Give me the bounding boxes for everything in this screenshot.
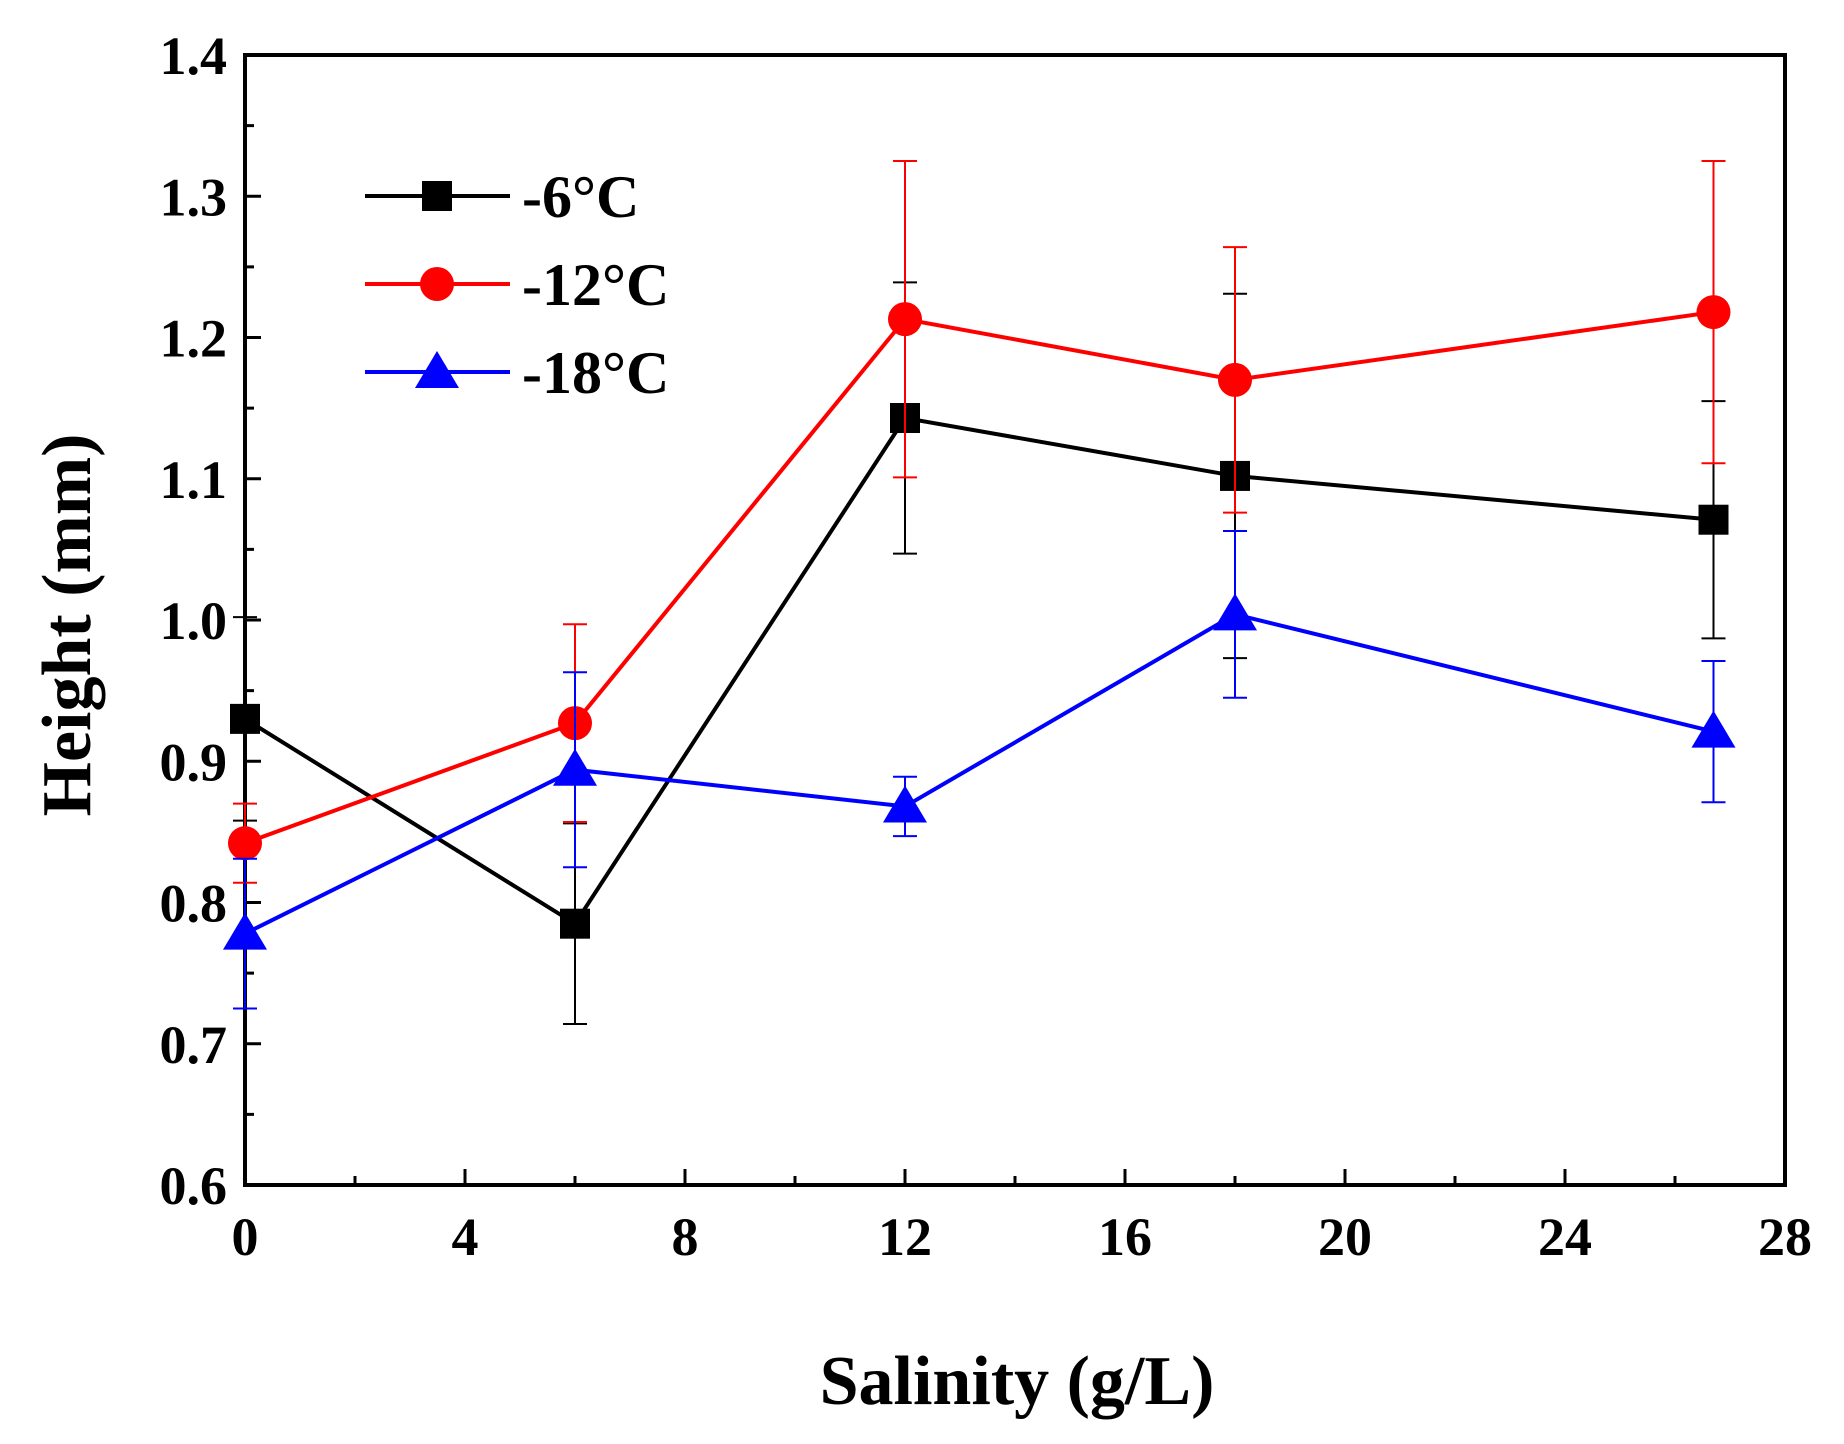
y-tick-label: 1.2 (160, 309, 228, 369)
legend-label: -12°C (522, 252, 669, 318)
legend-marker (422, 181, 452, 211)
y-tick-label: 1.3 (160, 167, 228, 227)
x-tick-label: 12 (878, 1207, 932, 1267)
data-point (228, 826, 262, 861)
x-tick-label: 0 (232, 1207, 259, 1267)
series-3 (223, 530, 1736, 1010)
y-tick-label: 1.1 (160, 450, 228, 510)
data-point (1696, 295, 1731, 330)
legend-marker (415, 351, 459, 388)
data-point (1213, 593, 1257, 631)
series-layer (223, 159, 1736, 1025)
x-axis-title: Salinity (g/L) (820, 1343, 1215, 1420)
x-tick-label: 20 (1318, 1207, 1372, 1267)
legend-label: -6°C (522, 164, 639, 230)
x-tick-label: 28 (1758, 1207, 1812, 1267)
y-tick-label: 0.8 (160, 874, 228, 934)
data-point (888, 302, 922, 337)
x-tick-label: 24 (1538, 1207, 1592, 1267)
legend-label: -18°C (522, 340, 669, 406)
x-tick-label: 8 (672, 1207, 699, 1267)
x-tick-label: 4 (452, 1207, 479, 1267)
x-axis: 0 4 8 12 16 20 24 28 (232, 1169, 1812, 1267)
legend-item: -18°C (365, 340, 669, 406)
data-point (223, 912, 267, 950)
x-tick-label: 16 (1098, 1207, 1152, 1267)
data-point (553, 748, 597, 786)
legend-marker (420, 267, 454, 301)
data-point (1698, 504, 1729, 535)
y-tick-label: 1.0 (160, 591, 228, 651)
data-point (1691, 710, 1736, 748)
y-tick-label: 0.7 (160, 1015, 228, 1075)
y-tick-label: 1.4 (160, 26, 228, 86)
data-point (1218, 362, 1252, 397)
data-point (883, 785, 927, 823)
data-point (560, 908, 590, 939)
data-point (230, 703, 260, 734)
legend-item: -6°C (365, 164, 639, 230)
legend-item: -12°C (365, 252, 669, 318)
y-axis: 0.6 0.7 0.8 0.9 1.0 1.1 1.2 1.3 1.4 (160, 26, 261, 1216)
y-tick-label: 0.6 (160, 1156, 228, 1216)
y-tick-label: 0.9 (160, 732, 228, 792)
y-axis-title: Height (mm) (29, 434, 106, 817)
legend: -6°C -12°C -18°C (365, 164, 669, 406)
